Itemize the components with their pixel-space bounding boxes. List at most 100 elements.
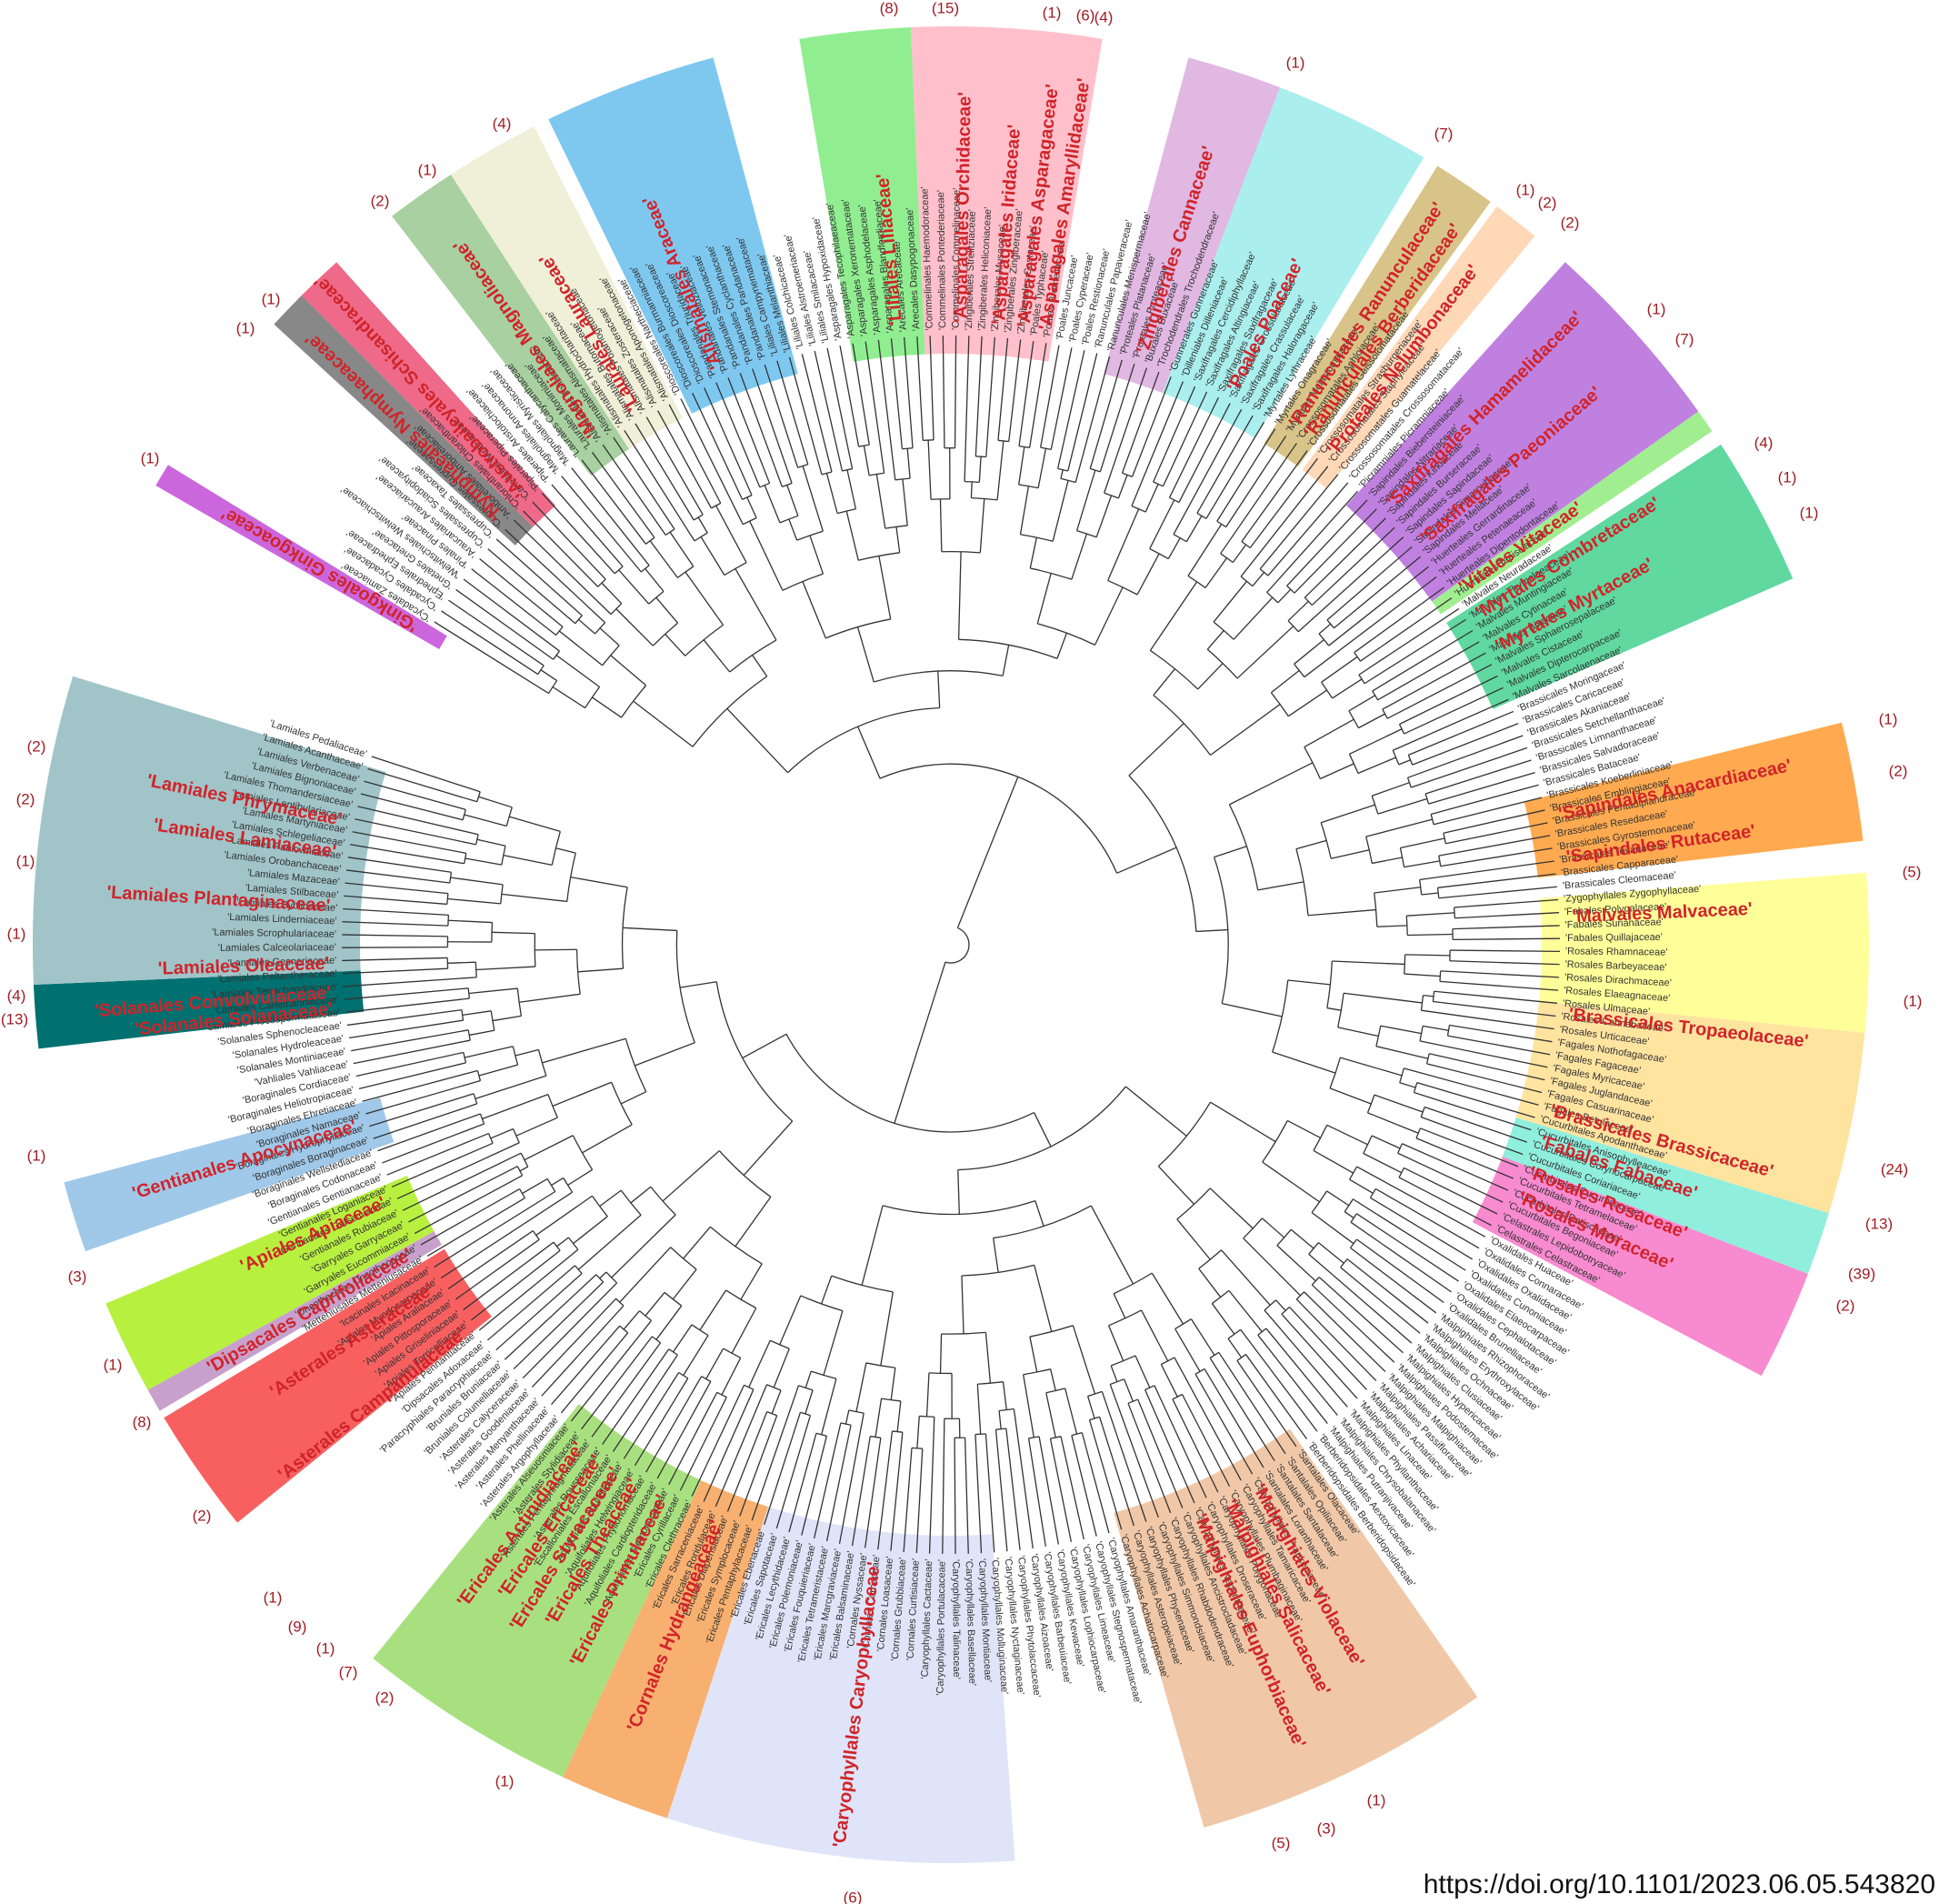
branch-line bbox=[447, 897, 501, 905]
branch-line bbox=[504, 1274, 597, 1360]
branch-line bbox=[998, 1410, 1002, 1429]
family-label: 'Caryophyllales Basellaceae' bbox=[964, 1559, 978, 1687]
branch-line bbox=[1222, 1003, 1283, 1017]
branch-line bbox=[1370, 1197, 1474, 1260]
branch-arc bbox=[1266, 592, 1279, 604]
branch-line bbox=[524, 1135, 574, 1161]
branch-line bbox=[1034, 1265, 1053, 1332]
count-label: (1) bbox=[1778, 468, 1797, 486]
branch-arc bbox=[670, 1247, 697, 1270]
branch-arc bbox=[1216, 520, 1226, 528]
branch-line bbox=[1176, 1218, 1211, 1260]
branch-arc bbox=[902, 447, 914, 450]
branch-line bbox=[577, 967, 624, 973]
branch-line bbox=[386, 1132, 489, 1176]
branch-line bbox=[957, 1169, 960, 1215]
count-label: (2) bbox=[193, 1507, 212, 1524]
branch-arc bbox=[870, 1435, 881, 1438]
branch-line bbox=[623, 927, 677, 932]
branch-line bbox=[1056, 632, 1068, 659]
branch-arc bbox=[1240, 576, 1254, 587]
branch-arc bbox=[1321, 681, 1334, 699]
branch-line bbox=[890, 1368, 896, 1400]
branch-line bbox=[426, 1198, 525, 1257]
branch-arc bbox=[575, 1265, 583, 1275]
branch-line bbox=[1123, 1378, 1134, 1402]
branch-arc bbox=[1264, 1299, 1277, 1311]
branch-arc bbox=[1272, 979, 1289, 1053]
branch-line bbox=[1430, 784, 1539, 816]
branch-line bbox=[1356, 1238, 1444, 1304]
branch-line bbox=[1397, 1152, 1504, 1203]
branch-line bbox=[618, 569, 650, 605]
branch-arc bbox=[665, 528, 675, 536]
branch-line bbox=[552, 1081, 612, 1107]
clade-band bbox=[1515, 1001, 1865, 1214]
branch-line bbox=[813, 1422, 842, 1539]
branch-line bbox=[861, 1205, 884, 1286]
branch-line bbox=[1002, 1381, 1007, 1410]
branch-line bbox=[1294, 508, 1377, 594]
branch-arc bbox=[879, 763, 1118, 874]
branch-line bbox=[1233, 596, 1274, 640]
branch-line bbox=[1407, 933, 1454, 937]
branch-arc bbox=[1354, 652, 1362, 662]
branch-line bbox=[1153, 668, 1175, 696]
branch-arc bbox=[1196, 512, 1207, 519]
branch-arc bbox=[1220, 553, 1234, 564]
branch-line bbox=[855, 1362, 867, 1412]
clade-band bbox=[1446, 444, 1794, 709]
branch-arc bbox=[551, 831, 561, 866]
branch-line bbox=[515, 1117, 558, 1137]
branch-line bbox=[809, 535, 825, 575]
branch-line bbox=[715, 505, 747, 563]
branch-line bbox=[656, 1381, 712, 1479]
branch-line bbox=[1088, 1419, 1123, 1530]
branch-line bbox=[592, 696, 622, 718]
branch-line bbox=[857, 726, 881, 779]
count-label: (5) bbox=[1272, 1834, 1291, 1851]
count-label: (5) bbox=[1903, 863, 1922, 880]
count-label: (13) bbox=[1, 1010, 28, 1027]
branch-line bbox=[1287, 979, 1331, 986]
clade-band bbox=[33, 970, 365, 1049]
branch-line bbox=[519, 1166, 529, 1172]
clade-band bbox=[147, 1231, 442, 1411]
branch-line bbox=[1424, 1106, 1528, 1143]
branch-line bbox=[1205, 421, 1264, 519]
branch-line bbox=[478, 796, 513, 808]
branch-line bbox=[645, 416, 704, 516]
branch-arc bbox=[1169, 496, 1180, 504]
branch-arc bbox=[928, 1372, 953, 1375]
branch-line bbox=[1227, 1338, 1243, 1358]
branch-line bbox=[655, 596, 679, 624]
branch-arc bbox=[1122, 472, 1133, 477]
branch-arc bbox=[567, 1237, 579, 1250]
count-label: (1) bbox=[1800, 504, 1819, 521]
branch-line bbox=[1187, 524, 1223, 576]
branch-line bbox=[634, 1378, 689, 1467]
count-label: (24) bbox=[1881, 1160, 1908, 1177]
branch-line bbox=[1304, 517, 1386, 598]
branch-arc bbox=[785, 1034, 1034, 1133]
branch-arc bbox=[881, 1398, 901, 1402]
family-label: 'Zingiberales Strelitziaceae' bbox=[964, 209, 978, 331]
branch-line bbox=[1029, 1336, 1038, 1373]
branch-line bbox=[726, 1411, 768, 1512]
count-label: (2) bbox=[27, 737, 46, 755]
branch-line bbox=[1307, 908, 1376, 917]
branch-line bbox=[894, 961, 946, 1124]
branch-arc bbox=[1344, 1198, 1354, 1213]
branch-line bbox=[1372, 629, 1474, 692]
branch-arc bbox=[965, 480, 980, 484]
branch-line bbox=[979, 498, 985, 553]
branch-arc bbox=[842, 467, 853, 472]
branch-line bbox=[1005, 1428, 1021, 1550]
family-label: 'Commelinales Haemodoraceae' bbox=[919, 186, 935, 331]
count-label: (1) bbox=[495, 1772, 515, 1789]
branch-line bbox=[1225, 436, 1287, 527]
branch-line bbox=[764, 364, 799, 468]
branch-line bbox=[558, 630, 603, 666]
branch-line bbox=[540, 669, 557, 682]
count-label: (1) bbox=[316, 1639, 335, 1657]
